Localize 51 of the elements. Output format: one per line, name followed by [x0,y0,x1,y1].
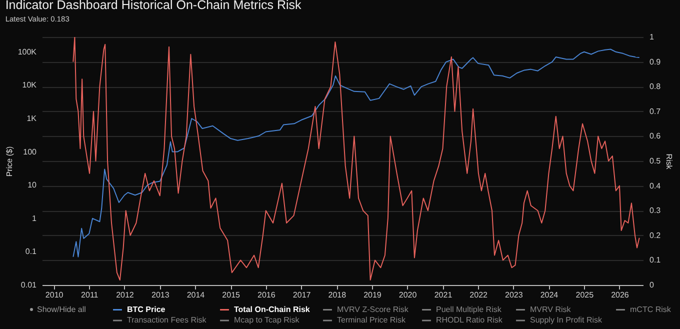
y-tick-label: 100 [23,147,38,156]
legend-label: mCTC Risk [630,304,672,314]
y2-tick-label: 0.2 [650,230,662,240]
y-tick-label: 1 [32,214,38,223]
legend-label: MVRV Risk [530,304,572,314]
y-tick-label: 10K [22,80,38,90]
x-tick-label: 2011 [81,290,99,300]
legend-label: Terminal Price Risk [337,316,406,324]
text: Show/Hide all [37,305,86,314]
y-tick-label: 1K [26,114,38,123]
legend-label: Puell Multiple Risk [436,304,502,314]
legend-label: Total On-Chain Risk [234,304,310,314]
x-tick-label: 2025 [576,290,594,300]
y2-tick-label: 0.1 [650,256,662,265]
y-tick-label: 10 [28,180,38,190]
y2-tick-label: 0.3 [650,206,662,216]
x-tick-label: 2024 [540,290,559,300]
y2-tick-label: 0.6 [650,132,662,141]
y-axis-title: Price ($) [4,146,14,177]
x-tick-label: 2026 [611,290,630,300]
y2-tick-label: 0.4 [650,181,662,190]
legend-label: MVRV Z-Score Risk [337,304,410,314]
y2-axis-title: Risk [664,154,674,170]
y-tick-label: 0.01 [20,280,38,290]
x-tick-label: 2022 [470,290,488,300]
y2-tick-label: 0.7 [650,106,662,116]
x-tick-label: 2020 [398,290,418,300]
x-tick-label: 2021 [434,290,453,300]
x-tick-label: 2013 [152,290,170,300]
x-tick-label: 2014 [186,290,206,300]
x-tick-label: 2010 [45,290,64,300]
legend-label: Transaction Fees Risk [127,316,208,324]
legend-label: Supply In Profit Risk [530,316,604,324]
y2-tick-label: 0.9 [650,57,662,66]
legend-label: BTC Price [127,304,166,314]
x-tick-label: 2012 [116,290,134,300]
y2-tick-label: 0 [650,280,654,290]
y2-tick-label: 0.8 [650,82,662,92]
y2-tick-label: 0.5 [650,156,662,166]
x-tick-label: 2017 [292,290,312,300]
x-tick-label: 2019 [364,290,382,300]
x-tick-label: 2016 [257,290,276,300]
x-tick-label: 2018 [328,290,347,300]
y-tick-label: 100K [18,47,38,56]
chart-title: Indicator Dashboard Historical On-Chain Metrics Risk [5,0,302,12]
x-tick-label: 2023 [504,290,524,300]
x-tick-label: 2015 [222,290,241,300]
y2-tick-label: 1 [650,32,654,42]
y-tick-label: 0.1 [25,247,38,256]
legend-label: RHODL Ratio Risk [436,316,504,324]
legend-label: Mcap to Tcap Risk [234,316,300,324]
